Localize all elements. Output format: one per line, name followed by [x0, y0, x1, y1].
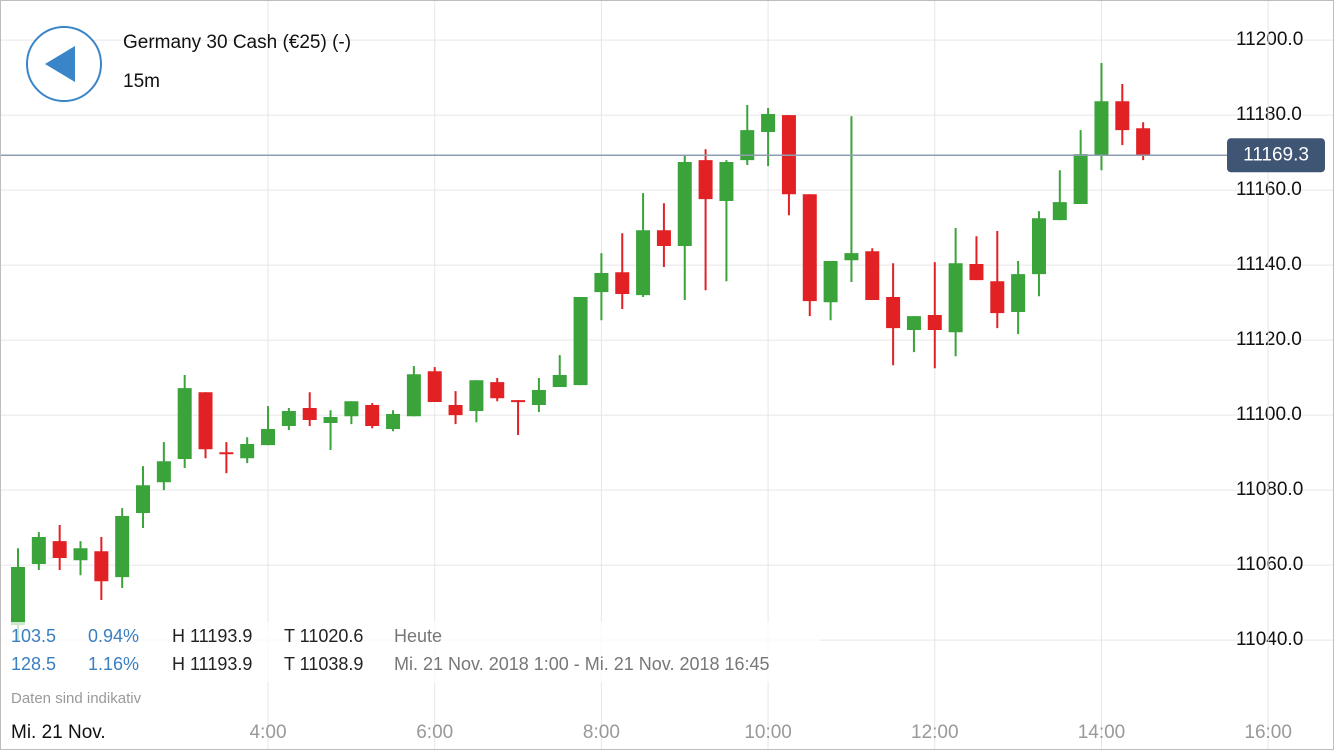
candle-body: [677, 162, 692, 246]
candle-body: [656, 230, 671, 246]
candle-body: [990, 281, 1005, 314]
chart-title: Germany 30 Cash (€25) (-): [123, 32, 351, 53]
candle-body: [1073, 154, 1088, 204]
candle-body: [386, 414, 401, 429]
y-tick-label: 11100.0: [1236, 404, 1302, 425]
y-tick-label: 11180.0: [1236, 104, 1302, 125]
stat-text: T 11020.6: [284, 626, 363, 646]
y-tick-label: 11140.0: [1236, 254, 1302, 275]
date-label: Mi. 21 Nov.: [11, 722, 106, 743]
candle-body: [240, 444, 255, 459]
candle-body: [198, 392, 213, 450]
candle-body: [365, 405, 380, 426]
x-tick-label: 8:00: [583, 722, 620, 743]
candle-body: [31, 537, 46, 564]
candle-body: [11, 567, 26, 626]
candle-body: [573, 297, 588, 386]
stat-text: 103.5: [11, 626, 56, 646]
candle-body: [448, 405, 463, 416]
chart-subtitle: 15m: [123, 71, 160, 92]
overlay: Germany 30 Cash (€25) (-) 15m Daten sind…: [0, 26, 820, 750]
x-tick-label: 14:00: [1078, 722, 1126, 743]
candle-body: [886, 297, 901, 329]
candle-body: [406, 374, 421, 417]
candle-body: [1031, 218, 1046, 275]
y-tick-label: 11040.0: [1236, 629, 1303, 650]
candle-body: [469, 380, 484, 411]
x-tick-label: 10:00: [744, 722, 792, 743]
candle-body: [1136, 128, 1151, 156]
stat-text: Mi. 21 Nov. 2018 1:00 - Mi. 21 Nov. 2018…: [394, 654, 770, 674]
candle-body: [1094, 101, 1109, 156]
stat-text: H 11193.9: [172, 626, 252, 646]
y-tick-label: 11160.0: [1236, 179, 1302, 200]
candle-body: [344, 401, 359, 417]
back-arrow: [45, 46, 75, 82]
candle-body: [136, 485, 151, 513]
candle-body: [761, 114, 776, 132]
x-tick-label: 16:00: [1244, 722, 1292, 743]
candle-body: [844, 253, 859, 261]
candle-body: [156, 461, 171, 483]
candle-body: [927, 315, 942, 330]
candle-body: [219, 452, 234, 455]
stat-text: H 11193.9: [172, 654, 252, 674]
candle-body: [1011, 274, 1026, 312]
candle-body: [490, 382, 505, 399]
y-tick-label: 11080.0: [1236, 479, 1303, 500]
candle-body: [1115, 101, 1130, 131]
candle-body: [969, 264, 984, 281]
candle-body: [302, 408, 317, 420]
current-price-label: 11169.3: [1243, 144, 1309, 165]
stat-text: 0.94%: [88, 626, 139, 646]
candles: 11169.3: [0, 63, 1325, 641]
x-tick-label: 12:00: [911, 722, 959, 743]
candle-body: [948, 263, 963, 333]
candle-body: [823, 261, 838, 303]
candle-body: [323, 417, 338, 423]
stat-text: 128.5: [11, 654, 56, 674]
candle-body: [719, 162, 734, 201]
note: Daten sind indikativ: [11, 690, 142, 707]
y-tick-label: 11200.0: [1236, 29, 1303, 50]
candle-body: [552, 375, 567, 387]
candle-body: [698, 160, 713, 200]
candle-body: [1052, 202, 1067, 221]
candle-body: [906, 316, 921, 330]
candle-body: [177, 388, 192, 459]
candle-body: [615, 272, 630, 294]
candle-body: [427, 371, 442, 402]
date-backdrop: [0, 715, 133, 750]
candle-body: [740, 130, 755, 161]
candle-body: [73, 548, 88, 561]
stat-text: T 11038.9: [284, 654, 363, 674]
candle-body: [531, 390, 546, 405]
x-tick-label: 6:00: [416, 722, 453, 743]
y-tick-label: 11060.0: [1236, 554, 1303, 575]
y-tick-label: 11120.0: [1236, 329, 1302, 350]
candle-body: [511, 400, 526, 403]
candle-body: [52, 541, 67, 558]
candle-body: [802, 194, 817, 302]
stat-text: Heute: [394, 626, 442, 646]
candle-body: [636, 230, 651, 296]
candle-body: [865, 251, 880, 300]
stats-backdrop: [0, 622, 820, 682]
candle-body: [115, 516, 130, 578]
candle-body: [261, 429, 276, 446]
candle-body: [281, 411, 296, 426]
current-price-box: [1227, 138, 1325, 173]
candle-body: [94, 551, 109, 582]
stat-text: 1.16%: [88, 654, 139, 674]
candle-body: [594, 273, 609, 293]
x-tick-label: 4:00: [250, 722, 287, 743]
